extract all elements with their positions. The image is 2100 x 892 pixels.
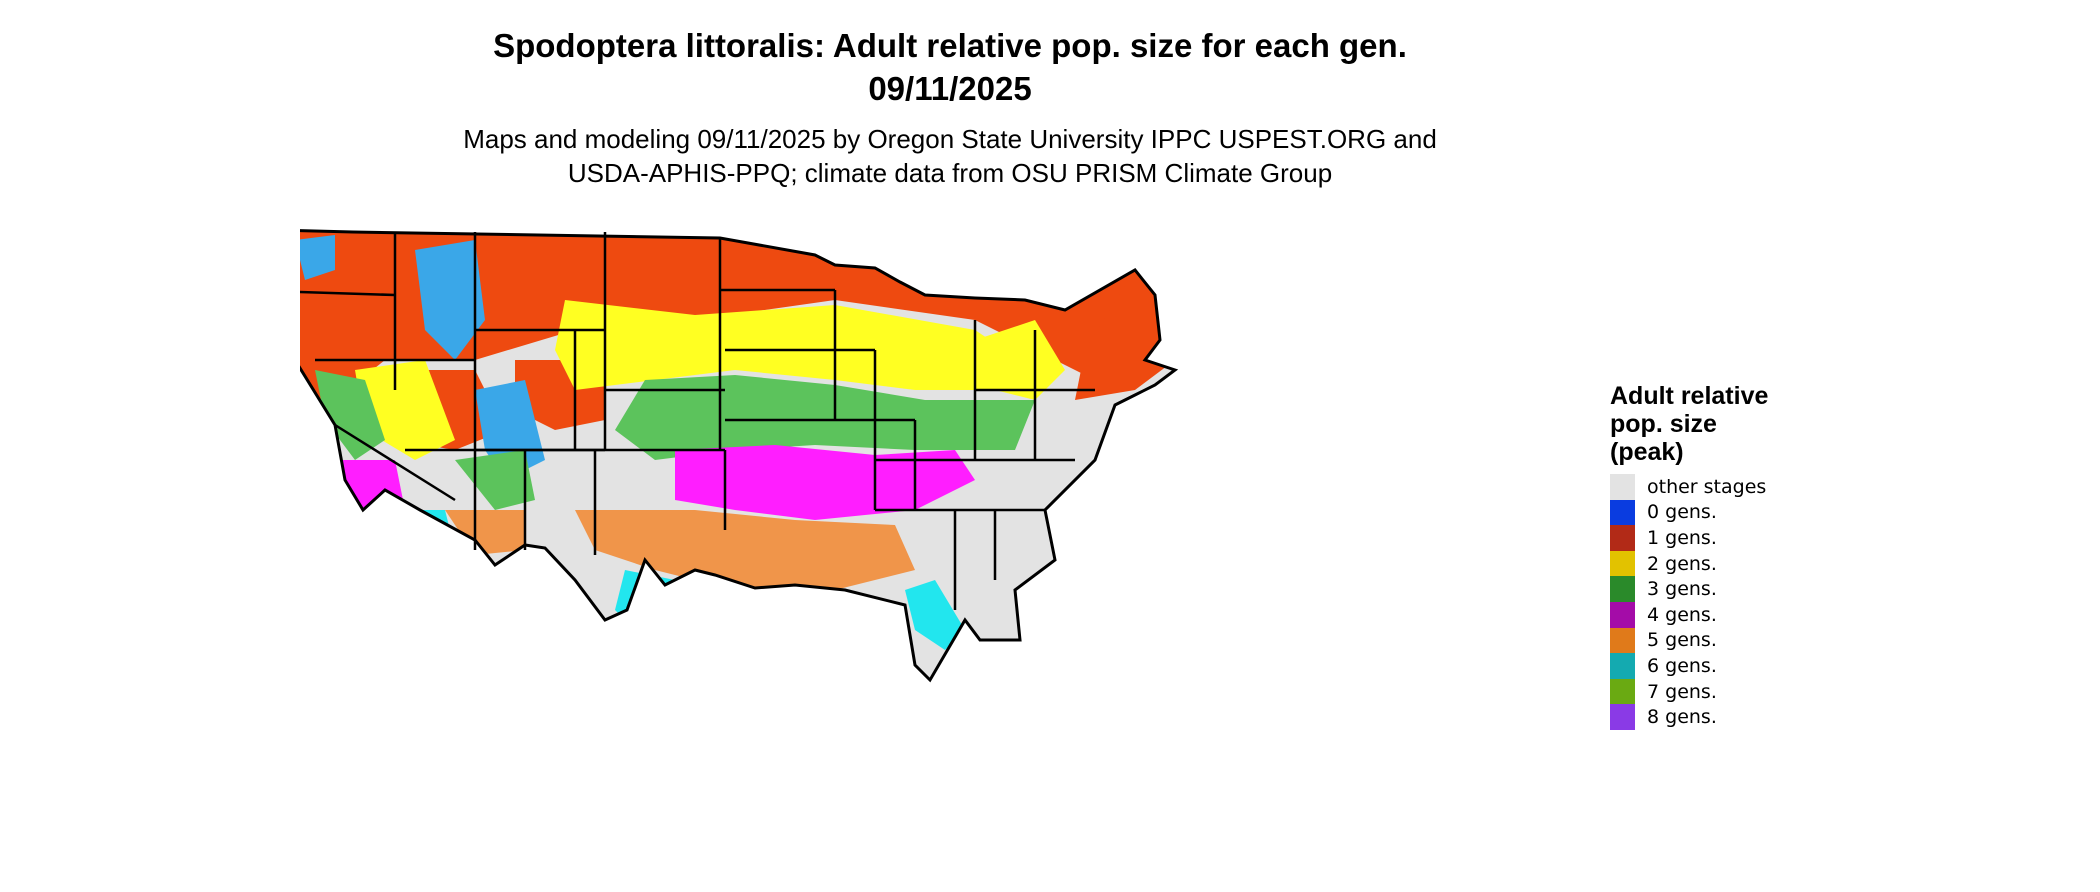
- subtitle-line-2: USDA-APHIS-PPQ; climate data from OSU PR…: [567, 158, 1333, 188]
- legend-label: other stages: [1647, 475, 1767, 498]
- region-2-gen-east: [975, 320, 1065, 400]
- region-blue-idaho: [415, 240, 485, 360]
- title-line-2: 09/11/2025: [868, 70, 1032, 107]
- us-outline: [300, 229, 1179, 683]
- legend-title-line-3: (peak): [1610, 438, 1684, 466]
- subtitle-line-1: Maps and modeling 09/11/2025 by Oregon S…: [463, 124, 1437, 154]
- legend-label: 3 gens.: [1647, 578, 1717, 601]
- region-4-gen-south: [675, 445, 975, 520]
- state-border: [334, 423, 456, 502]
- legend-label: 8 gens.: [1647, 706, 1717, 729]
- region-5-gen-arizona: [445, 510, 525, 555]
- legend-title: Adult relative pop. size (peak): [1610, 382, 1830, 466]
- title-line-1: Spodoptera littoralis: Adult relative po…: [493, 27, 1407, 64]
- legend-swatch: [1610, 499, 1635, 526]
- legend-swatch: [1610, 704, 1635, 730]
- legend-swatch: [1610, 550, 1635, 577]
- legend-swatch: [1610, 525, 1635, 551]
- legend-swatch: [1610, 653, 1635, 679]
- region-6-gen-texas: [615, 570, 675, 640]
- region-blue-washington: [300, 235, 335, 280]
- legend-item-1-gens: 1 gens.: [1610, 525, 1830, 551]
- legend-label: 0 gens.: [1647, 501, 1717, 524]
- legend-label: 1 gens.: [1647, 526, 1717, 549]
- legend: Adult relative pop. size (peak) other st…: [1610, 382, 1830, 730]
- legend-item-8-gens: 8 gens.: [1610, 704, 1830, 730]
- state-border: [300, 290, 396, 297]
- legend-label: 2 gens.: [1647, 552, 1717, 575]
- map-title: Spodoptera littoralis: Adult relative po…: [0, 24, 1900, 110]
- region-4-gen-socal: [335, 460, 405, 520]
- legend-item-7-gens: 7 gens.: [1610, 678, 1830, 705]
- legend-swatch: [1610, 601, 1635, 628]
- region-2-gen-plains: [555, 300, 1035, 390]
- region-3-gen-california: [315, 370, 385, 460]
- legend-title-line-2: pop. size: [1610, 410, 1717, 438]
- legend-label: 7 gens.: [1647, 680, 1717, 703]
- legend-label: 5 gens.: [1647, 629, 1717, 652]
- region-6-gen-florida: [905, 580, 965, 650]
- region-5-gen-gulf: [575, 510, 915, 590]
- legend-label: 4 gens.: [1647, 603, 1717, 626]
- legend-swatch: [1610, 576, 1635, 602]
- legend-item-2-gens: 2 gens.: [1610, 550, 1830, 577]
- legend-item-6-gens: 6 gens.: [1610, 653, 1830, 679]
- legend-item-3-gens: 3 gens.: [1610, 576, 1830, 602]
- legend-item-4-gens: 4 gens.: [1610, 601, 1830, 628]
- clipped-regions: [300, 230, 1175, 680]
- legend-title-line-1: Adult relative: [1610, 382, 1769, 410]
- legend-label: 6 gens.: [1647, 654, 1717, 677]
- map-regions: [300, 229, 1179, 683]
- legend-item-0-gens: 0 gens.: [1610, 499, 1830, 526]
- legend-swatch: [1610, 678, 1635, 705]
- legend-item-5-gens: 5 gens.: [1610, 627, 1830, 654]
- region-6-gen-arizona: [375, 510, 455, 560]
- map-subtitle: Maps and modeling 09/11/2025 by Oregon S…: [0, 122, 1900, 190]
- legend-swatch: [1610, 627, 1635, 654]
- region-1-gen-northeast: [1075, 270, 1175, 400]
- legend-swatch: [1610, 474, 1635, 500]
- legend-item-other-stages: other stages: [1610, 474, 1830, 500]
- us-generation-map: [300, 229, 1179, 683]
